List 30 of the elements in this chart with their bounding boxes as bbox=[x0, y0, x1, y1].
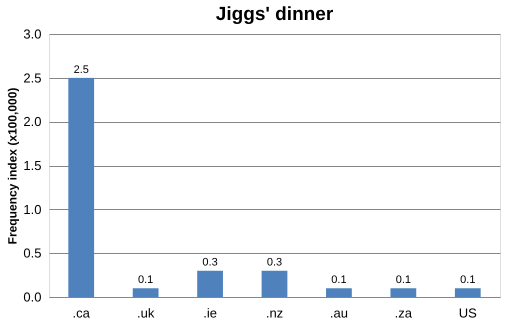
y-tick-label: 3.0 bbox=[23, 26, 42, 42]
bar bbox=[262, 270, 288, 297]
data-label: 2.5 bbox=[74, 64, 89, 76]
bar bbox=[68, 78, 94, 297]
y-tick-label: 0.0 bbox=[23, 290, 42, 304]
data-label: 0.3 bbox=[202, 256, 218, 269]
chart-title: Jiggs' dinner bbox=[216, 4, 334, 25]
y-tick-label: 0.5 bbox=[23, 246, 42, 261]
bar bbox=[454, 288, 481, 297]
bar bbox=[390, 288, 416, 297]
x-tick-label: .nz bbox=[266, 306, 284, 320]
x-tick-label: .ie bbox=[203, 306, 217, 320]
data-label: 0.1 bbox=[396, 274, 412, 286]
bar bbox=[197, 270, 223, 297]
x-tick-label: .au bbox=[330, 306, 348, 320]
y-tick-label: 2.0 bbox=[23, 114, 42, 130]
y-tick-label: 1.0 bbox=[23, 202, 42, 217]
data-label: 0.1 bbox=[460, 274, 476, 286]
y-axis-title: Frequency index (x100,000) bbox=[5, 88, 20, 244]
y-tick-label: 1.5 bbox=[23, 158, 42, 173]
x-tick-label: US bbox=[458, 306, 478, 320]
bar bbox=[132, 288, 159, 297]
data-label: 0.1 bbox=[138, 274, 154, 286]
x-tick-label: .uk bbox=[136, 306, 155, 320]
y-tick-label: 2.5 bbox=[23, 70, 42, 86]
data-label: 0.3 bbox=[266, 256, 282, 269]
bar bbox=[326, 288, 352, 297]
data-label: 0.1 bbox=[331, 274, 347, 286]
x-tick-label: .za bbox=[394, 306, 413, 320]
x-tick-label: .ca bbox=[72, 306, 91, 320]
